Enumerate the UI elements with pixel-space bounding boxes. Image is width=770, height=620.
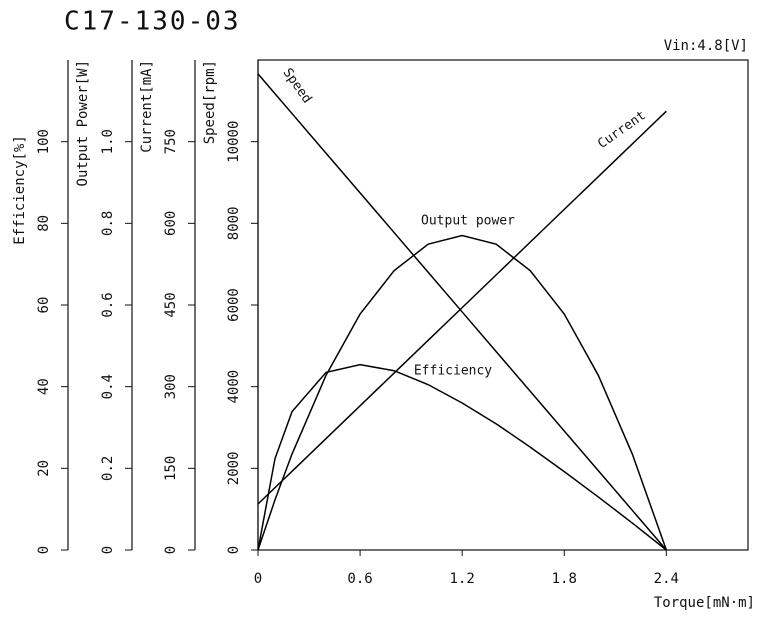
series-line — [257, 363, 667, 551]
y-tick-label: 2000 — [226, 451, 242, 485]
y-tick-label: 600 — [163, 211, 179, 236]
x-tick-label: 0.6 — [347, 571, 372, 587]
y-tick-label: 0.2 — [100, 456, 116, 481]
y-tick-label: 750 — [163, 129, 179, 154]
x-tick-label: 2.4 — [654, 571, 679, 587]
y-tick-label: 8000 — [226, 206, 242, 240]
x-axis-label: Torque[mN·m] — [654, 595, 755, 611]
y-axis-label: Current[mA] — [139, 60, 155, 153]
y-tick-label: 150 — [163, 456, 179, 481]
x-tick-label: 0 — [254, 571, 262, 587]
y-tick-label: 4000 — [226, 370, 242, 404]
curve-label: Speed — [280, 66, 315, 107]
y-tick-label: 0.8 — [100, 211, 116, 236]
y-axis-label: Speed[rpm] — [202, 60, 218, 144]
y-tick-label: 0 — [100, 546, 116, 554]
chart-title: C17-130-03 — [64, 7, 241, 37]
y-tick-label: 20 — [36, 460, 52, 477]
y-tick-label: 300 — [163, 374, 179, 399]
curve-label: Current — [595, 108, 648, 152]
y-tick-label: 60 — [36, 297, 52, 314]
x-tick-label: 1.2 — [450, 571, 475, 587]
curve-label: Output power — [421, 214, 515, 229]
plot-frame — [257, 59, 749, 551]
y-axis-label: Output Power[W] — [75, 60, 91, 186]
y-tick-label: 450 — [163, 292, 179, 317]
y-tick-label: 0 — [36, 546, 52, 554]
y-tick-label: 0.6 — [100, 292, 116, 317]
annotation: Vin:4.8[V] — [664, 38, 748, 54]
series-line — [257, 234, 668, 551]
y-tick-label: 1.0 — [100, 129, 116, 154]
y-tick-label: 80 — [36, 215, 52, 232]
y-tick-label: 0 — [163, 546, 179, 554]
y-axis-label: Efficiency[%] — [12, 135, 28, 245]
y-tick-label: 100 — [36, 129, 52, 154]
curve-label: Efficiency — [414, 364, 492, 379]
series-line — [257, 110, 667, 505]
y-tick-label: 10000 — [226, 121, 242, 163]
x-tick-label: 1.8 — [552, 571, 577, 587]
y-tick-label: 6000 — [226, 288, 242, 322]
series-line — [257, 73, 667, 551]
y-tick-label: 0.4 — [100, 374, 116, 399]
y-tick-label: 40 — [36, 378, 52, 395]
y-tick-label: 0 — [226, 546, 242, 554]
